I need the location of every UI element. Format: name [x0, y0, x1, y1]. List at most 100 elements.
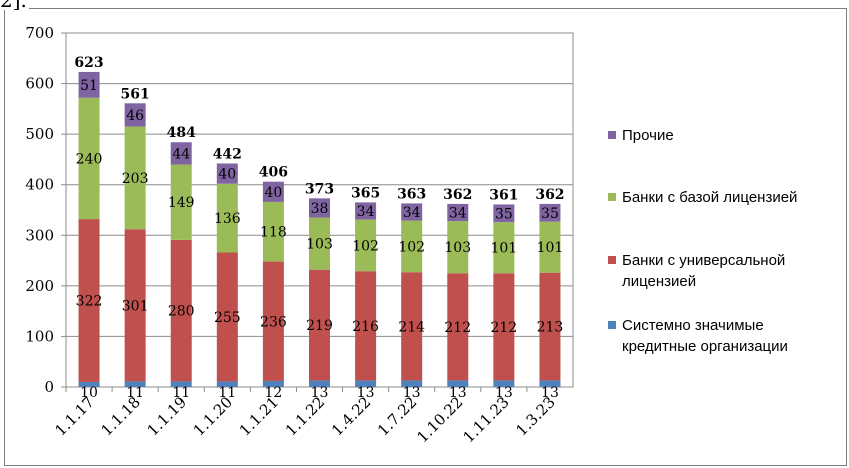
- bar-segment: [401, 272, 423, 381]
- bar-segment: [78, 219, 100, 382]
- x-tick-label: 1.10.22: [413, 393, 466, 446]
- total-label: 362: [443, 187, 472, 203]
- data-label: 212: [490, 320, 517, 336]
- legend-swatch: [608, 256, 616, 264]
- y-tick-label: 500: [25, 125, 54, 143]
- total-label: 561: [121, 86, 150, 102]
- data-label: 13: [403, 385, 421, 401]
- bar-segment: [216, 252, 238, 382]
- bar-segment: [401, 220, 423, 273]
- data-label: 280: [168, 304, 195, 320]
- data-label: 255: [214, 310, 241, 326]
- bar-segment: [447, 273, 469, 381]
- data-label: 11: [172, 385, 190, 401]
- bar-segment: [170, 142, 192, 165]
- data-label: 322: [76, 294, 103, 310]
- data-label: 136: [214, 211, 241, 227]
- bar-segment: [447, 221, 469, 274]
- bar-segment: [78, 97, 100, 220]
- bar-segment: [216, 183, 238, 253]
- total-label: 363: [397, 186, 426, 202]
- bar-segment: [262, 380, 284, 387]
- top-text-fragment: 2].: [0, 0, 29, 10]
- bar-segment: [493, 380, 515, 387]
- data-label: 103: [444, 240, 471, 256]
- data-label: 46: [126, 108, 144, 124]
- data-label: 34: [403, 205, 421, 221]
- bar-segment: [447, 380, 469, 387]
- data-label: 51: [80, 78, 98, 94]
- bar-segment: [170, 381, 192, 387]
- data-label: 34: [357, 204, 375, 220]
- bar-segment: [539, 203, 561, 222]
- bar-segment: [401, 380, 423, 387]
- y-tick-label: 600: [25, 75, 54, 93]
- bar-segment: [355, 202, 377, 220]
- data-label: 13: [541, 385, 559, 401]
- data-label: 38: [311, 201, 329, 217]
- y-tick-label: 200: [25, 277, 54, 295]
- bar-segment: [262, 181, 284, 202]
- total-label: 406: [259, 165, 288, 181]
- data-label: 219: [306, 318, 333, 334]
- bar-segment: [493, 273, 515, 381]
- bar-segment: [124, 126, 146, 230]
- data-label: 13: [311, 385, 329, 401]
- data-label: 35: [541, 206, 559, 222]
- bar-segment: [355, 219, 377, 272]
- legend-label: Банки с базой лицензией: [622, 189, 797, 206]
- bars: [78, 71, 561, 387]
- data-label: 240: [76, 151, 103, 167]
- legend-label: Системно значимые: [622, 317, 764, 334]
- data-label: 35: [495, 206, 513, 222]
- total-label: 623: [74, 55, 103, 71]
- bar-segment: [309, 380, 330, 387]
- data-label: 10: [80, 385, 98, 401]
- bar-segment: [124, 103, 146, 127]
- data-label: 11: [218, 385, 236, 401]
- bar-segment: [355, 271, 377, 381]
- y-tick-label: 100: [25, 327, 54, 345]
- data-label: 102: [352, 238, 379, 254]
- bar-segment: [447, 203, 469, 222]
- bar-segment: [539, 272, 561, 381]
- data-label: 301: [122, 298, 149, 314]
- bar-segment: [262, 261, 284, 381]
- bar-segment: [493, 222, 515, 274]
- data-labels: 10 322 240 51 623 11 301 203 46 561 11 280 149 44 484 1…: [74, 55, 564, 401]
- y-tick-label: 700: [25, 24, 54, 42]
- bar-segment: [124, 381, 146, 387]
- bar-segment: [78, 381, 100, 387]
- data-label: 11: [126, 385, 144, 401]
- legend-label: Прочие: [622, 127, 674, 144]
- data-label: 216: [352, 319, 379, 335]
- data-label: 236: [260, 314, 287, 330]
- total-label: 362: [535, 187, 564, 203]
- data-label: 13: [357, 385, 375, 401]
- data-label: 118: [260, 225, 287, 241]
- bar-segment: [493, 204, 515, 223]
- y-tick-label: 0: [44, 378, 54, 396]
- legend-swatch: [608, 321, 616, 329]
- data-label: 13: [449, 385, 467, 401]
- y-tick-label: 300: [25, 226, 54, 244]
- data-label: 12: [264, 385, 282, 401]
- data-label: 213: [537, 320, 564, 336]
- bar-segment: [539, 221, 561, 273]
- bar-segment: [170, 164, 192, 240]
- legend: Прочие Банки с базой лицензией Банки с уни…: [608, 127, 797, 355]
- total-label: 365: [351, 185, 380, 201]
- total-label: 373: [305, 181, 334, 197]
- data-label: 101: [490, 241, 517, 257]
- bar-segment: [170, 239, 192, 382]
- total-label: 442: [213, 146, 242, 162]
- data-label: 40: [218, 167, 236, 183]
- bar-segment: [124, 229, 146, 382]
- data-label: 13: [495, 385, 513, 401]
- data-label: 214: [398, 319, 425, 335]
- bar-segment: [262, 201, 284, 262]
- bar-segment: [78, 71, 100, 98]
- bar-segment: [216, 163, 238, 184]
- data-label: 40: [264, 185, 282, 201]
